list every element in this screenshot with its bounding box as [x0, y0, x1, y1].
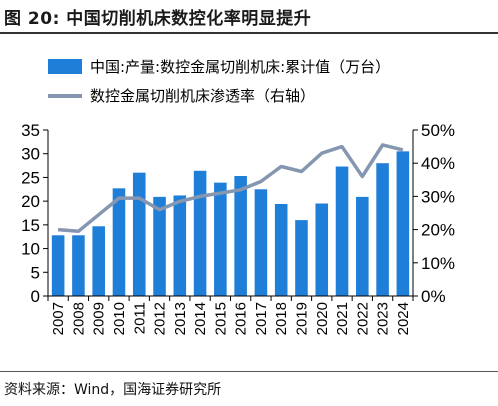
left-tick-label: 10: [21, 240, 40, 259]
source-divider: [0, 371, 498, 372]
left-tick-label: 30: [21, 145, 40, 164]
x-tick-label-2013: 2013: [172, 302, 189, 335]
bar-2015: [214, 182, 227, 296]
bar-2023: [376, 163, 389, 296]
right-tick-label: 30%: [421, 187, 455, 206]
bar-2022: [356, 196, 369, 296]
legend-swatch-bar: [48, 59, 82, 74]
left-tick-label: 15: [21, 216, 40, 235]
right-tick-label: 0%: [421, 287, 446, 306]
legend-label-line: 数控金属切削机床渗透率（右轴）: [90, 87, 315, 105]
bar-2016: [234, 176, 247, 296]
legend-label-bar: 中国:产量:数控金属切削机床:累计值（万台）: [90, 58, 390, 76]
bar-2019: [295, 220, 308, 296]
source-note: 资料来源：Wind，国海证券研究所: [4, 382, 222, 398]
right-tick-label: 50%: [421, 121, 455, 140]
left-tick-label: 20: [21, 192, 40, 211]
right-tick-label: 40%: [421, 154, 455, 173]
chart-title: 图 20: 中国切削机床数控化率明显提升: [4, 9, 312, 29]
x-tick-label-2018: 2018: [273, 302, 290, 335]
bar-2017: [254, 189, 268, 296]
right-tick-label: 20%: [421, 221, 455, 240]
bar-2008: [72, 235, 85, 296]
bar-2020: [315, 203, 329, 296]
x-tick-label-2020: 2020: [314, 302, 331, 335]
title-divider: [0, 32, 498, 34]
x-tick-label-2009: 2009: [91, 302, 108, 335]
x-tick-label-2014: 2014: [192, 302, 209, 335]
x-tick-label-2017: 2017: [253, 302, 270, 335]
x-tick-label-2010: 2010: [111, 302, 128, 335]
left-tick-label: 0: [31, 287, 40, 306]
bar-2021: [335, 166, 349, 296]
bar-2013: [173, 195, 187, 296]
right-tick-label: 10%: [421, 254, 455, 273]
x-tick-label-2012: 2012: [152, 302, 169, 335]
bar-2010: [112, 188, 126, 296]
left-tick-label: 5: [31, 263, 40, 282]
x-tick-label-2016: 2016: [233, 302, 250, 335]
x-tick-label-2011: 2011: [131, 302, 148, 334]
x-tick-label-2023: 2023: [375, 302, 392, 335]
x-tick-label-2007: 2007: [50, 302, 67, 335]
bar-2011: [132, 172, 146, 296]
bar-2007: [51, 235, 65, 296]
x-tick-label-2015: 2015: [212, 302, 229, 335]
x-tick-label-2021: 2021: [334, 302, 351, 335]
x-tick-label-2008: 2008: [70, 302, 87, 335]
bar-2012: [153, 196, 166, 296]
bar-2009: [92, 226, 105, 296]
bar-2024: [396, 151, 410, 296]
bar-2018: [274, 203, 288, 296]
left-tick-label: 35: [21, 121, 40, 140]
x-tick-label-2019: 2019: [293, 302, 310, 335]
x-tick-label-2024: 2024: [395, 302, 412, 335]
left-tick-label: 25: [21, 168, 40, 187]
chart: 中国:产量:数控金属切削机床:累计值（万台） 数控金属切削机床渗透率（右轴） 0 5 1…: [21, 58, 455, 335]
penetration-line: [57, 143, 404, 234]
bar-2014: [193, 170, 207, 296]
x-tick-label-2022: 2022: [354, 302, 371, 335]
